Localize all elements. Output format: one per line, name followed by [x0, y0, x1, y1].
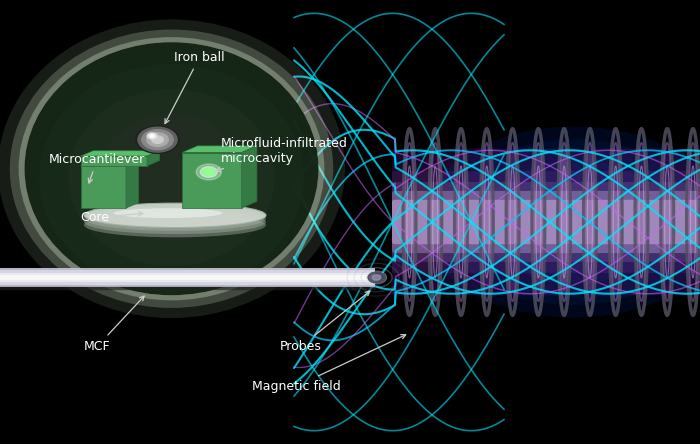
Ellipse shape [10, 30, 333, 308]
Ellipse shape [508, 152, 517, 292]
Circle shape [152, 136, 163, 143]
Ellipse shape [457, 152, 466, 292]
Ellipse shape [69, 89, 274, 266]
FancyBboxPatch shape [0, 275, 374, 280]
Polygon shape [182, 146, 257, 153]
Ellipse shape [0, 20, 345, 318]
Ellipse shape [586, 152, 594, 292]
Ellipse shape [25, 42, 318, 295]
Polygon shape [153, 150, 162, 152]
Text: Magnetic field: Magnetic field [252, 335, 406, 393]
Ellipse shape [421, 127, 700, 317]
Text: Microcantilever: Microcantilever [49, 153, 146, 183]
Polygon shape [167, 273, 373, 280]
FancyBboxPatch shape [392, 200, 700, 244]
Ellipse shape [84, 203, 266, 228]
Ellipse shape [25, 42, 318, 295]
Circle shape [372, 275, 381, 280]
Ellipse shape [483, 160, 665, 284]
FancyBboxPatch shape [392, 191, 700, 253]
Polygon shape [126, 161, 139, 208]
Circle shape [203, 168, 214, 175]
Ellipse shape [444, 139, 700, 305]
Circle shape [136, 126, 179, 153]
Ellipse shape [98, 115, 245, 241]
Circle shape [196, 164, 221, 180]
Polygon shape [147, 151, 160, 166]
Polygon shape [80, 166, 126, 208]
Circle shape [138, 127, 177, 152]
Ellipse shape [84, 213, 266, 237]
FancyBboxPatch shape [392, 149, 700, 295]
Circle shape [142, 130, 173, 150]
Ellipse shape [19, 37, 324, 300]
Text: Probes: Probes [280, 291, 370, 353]
Circle shape [147, 133, 168, 147]
Circle shape [368, 272, 385, 283]
FancyBboxPatch shape [0, 268, 374, 287]
Circle shape [150, 135, 155, 137]
FancyBboxPatch shape [392, 182, 700, 262]
Ellipse shape [663, 152, 671, 292]
FancyBboxPatch shape [0, 270, 374, 285]
Ellipse shape [84, 213, 266, 225]
FancyBboxPatch shape [0, 273, 374, 282]
Polygon shape [80, 161, 139, 166]
Ellipse shape [84, 206, 266, 231]
Text: Iron ball: Iron ball [165, 51, 225, 123]
Text: Core: Core [80, 211, 143, 224]
Polygon shape [80, 156, 147, 166]
Ellipse shape [113, 208, 223, 218]
Ellipse shape [39, 64, 304, 292]
Text: Microfluid-infiltrated
microcavity: Microfluid-infiltrated microcavity [216, 137, 347, 172]
Ellipse shape [534, 152, 542, 292]
Ellipse shape [689, 152, 697, 292]
Ellipse shape [612, 152, 620, 292]
Ellipse shape [560, 152, 568, 292]
Ellipse shape [482, 152, 491, 292]
Polygon shape [182, 153, 241, 208]
Ellipse shape [84, 203, 266, 228]
Ellipse shape [151, 150, 164, 153]
Circle shape [200, 166, 217, 177]
Circle shape [147, 133, 157, 139]
Ellipse shape [84, 210, 266, 234]
Polygon shape [174, 274, 373, 278]
FancyBboxPatch shape [392, 171, 700, 273]
Polygon shape [241, 146, 257, 208]
Polygon shape [158, 270, 373, 283]
Polygon shape [80, 151, 160, 156]
Text: MCF: MCF [84, 296, 144, 353]
Ellipse shape [637, 152, 645, 292]
Ellipse shape [431, 152, 440, 292]
